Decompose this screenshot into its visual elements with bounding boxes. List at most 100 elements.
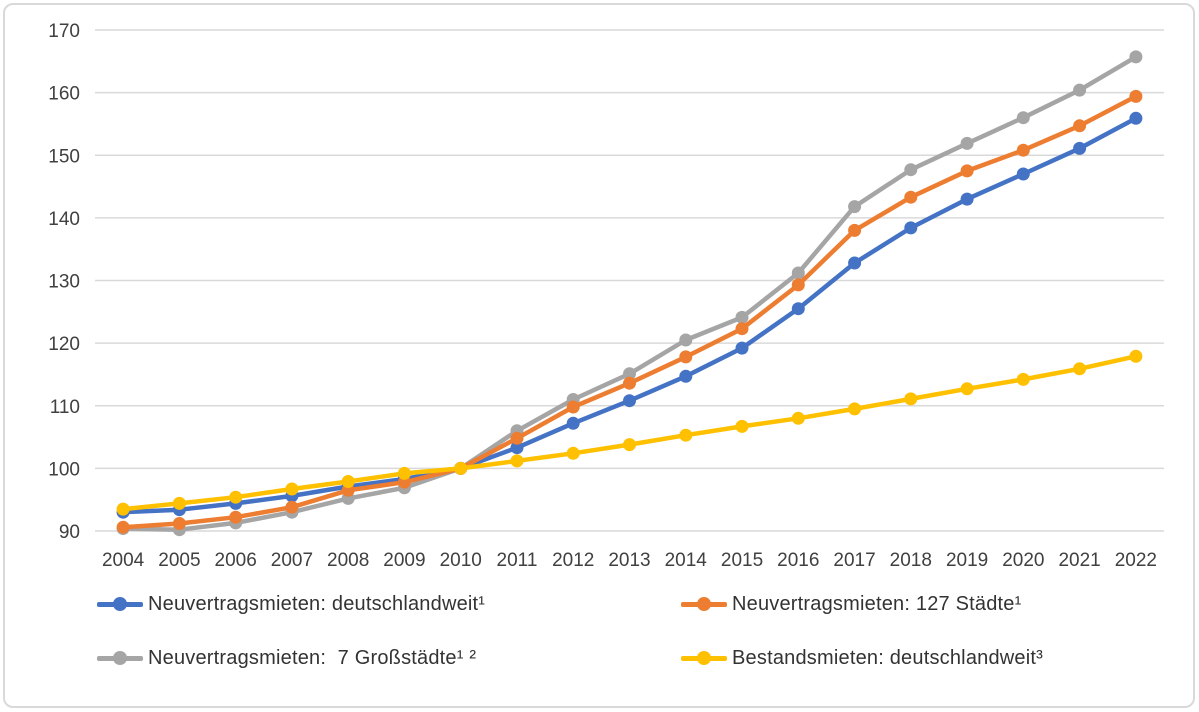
y-axis-tick-label: 160 <box>48 84 80 105</box>
y-axis-tick-label: 150 <box>48 146 80 167</box>
series-0-point-2020 <box>1016 167 1030 181</box>
series-0-point-2019 <box>960 192 974 206</box>
x-axis-tick-label: 2019 <box>946 550 988 571</box>
legend-dot-icon <box>697 597 711 611</box>
series-3-point-2005 <box>172 496 186 510</box>
series-3-point-2006 <box>229 490 243 504</box>
legend-label: Neuvertragsmieten: 7 Großstädte¹ ² <box>148 646 477 669</box>
series-3-point-2018 <box>904 392 918 406</box>
legend-label: Neuvertragsmieten: 127 Städte¹ <box>732 592 1022 615</box>
series-line-2 <box>120 54 1139 532</box>
legend-line-marker-orange <box>681 597 727 611</box>
series-1-point-2012 <box>566 400 580 414</box>
x-axis-tick-label: 2007 <box>271 550 313 571</box>
legend-dot-icon <box>697 651 711 665</box>
legend-item-neuvertragsmieten-7-grossstaedte: Neuvertragsmieten: 7 Großstädte¹ ² <box>97 639 681 677</box>
series-3-point-2016 <box>791 411 805 425</box>
x-axis-tick-label: 2017 <box>833 550 875 571</box>
x-axis-tick-label: 2010 <box>440 550 482 571</box>
series-3-point-2021 <box>1073 362 1087 376</box>
series-1-point-2005 <box>172 517 186 530</box>
x-axis-tick-label: 2006 <box>215 550 257 571</box>
series-2-point-2020 <box>1016 111 1030 125</box>
series-1-point-2004 <box>116 520 130 534</box>
series-3-point-2013 <box>623 438 636 452</box>
series-3-point-2011 <box>510 454 524 468</box>
series-1-point-2007 <box>285 500 299 514</box>
series-3-point-2022 <box>1129 349 1143 363</box>
series-1-point-2017 <box>848 223 862 237</box>
x-axis-tick-label: 2020 <box>1002 550 1044 571</box>
series-3-point-2014 <box>679 428 693 442</box>
x-axis-tick-label: 2005 <box>158 550 200 571</box>
x-axis-tick-label: 2013 <box>608 550 650 571</box>
series-1-point-2011 <box>510 431 524 445</box>
y-axis-tick-label: 170 <box>48 21 80 42</box>
legend: Neuvertragsmieten: deutschlandweit¹ Neuv… <box>97 585 1157 677</box>
series-1-point-2020 <box>1016 143 1030 157</box>
series-0-point-2012 <box>566 416 580 430</box>
series-0-point-2022 <box>1129 111 1143 125</box>
series-2-point-2018 <box>904 163 918 177</box>
legend-label: Neuvertragsmieten: deutschlandweit¹ <box>148 592 486 615</box>
y-axis-tick-label: 130 <box>48 272 80 293</box>
series-1-point-2013 <box>623 376 636 390</box>
series-1-point-2016 <box>791 278 805 292</box>
legend-label: Bestandsmieten: deutschlandweit³ <box>732 646 1044 669</box>
series-3-point-2004 <box>116 502 130 516</box>
series-0-point-2016 <box>791 302 805 316</box>
series-0-point-2021 <box>1073 141 1087 155</box>
series-1-point-2022 <box>1129 89 1143 103</box>
y-axis-tick-label: 120 <box>48 334 80 355</box>
legend-item-bestandsmieten-deutschlandweit: Bestandsmieten: deutschlandweit³ <box>681 639 1157 677</box>
series-2-point-2022 <box>1129 50 1143 64</box>
series-3-point-2010 <box>454 461 468 475</box>
series-3-point-2009 <box>397 466 411 480</box>
series-2-point-2017 <box>848 200 862 214</box>
x-axis-tick-label: 2021 <box>1058 550 1100 571</box>
x-axis-tick-label: 2016 <box>777 550 819 571</box>
x-axis-tick-label: 2012 <box>552 550 594 571</box>
series-2-point-2019 <box>960 136 974 150</box>
series-2-point-2016 <box>791 266 805 280</box>
legend-line-marker-gray <box>97 651 143 665</box>
series-0-point-2017 <box>848 256 862 270</box>
x-axis-tick-label: 2009 <box>383 550 425 571</box>
legend-item-neuvertragsmieten-deutschlandweit: Neuvertragsmieten: deutschlandweit¹ <box>97 585 681 623</box>
series-line-0 <box>120 116 1139 515</box>
y-axis-tick-label: 140 <box>48 209 80 230</box>
series-3-point-2020 <box>1016 372 1030 386</box>
series-3-point-2007 <box>285 482 299 496</box>
series-1-point-2015 <box>735 322 749 336</box>
x-axis-tick-label: 2011 <box>497 550 538 571</box>
legend-line-marker-blue <box>97 597 143 611</box>
series-3-point-2015 <box>735 419 749 433</box>
series-0-point-2011 <box>510 441 524 455</box>
series-0-point-2013 <box>623 394 636 408</box>
y-axis-tick-label: 90 <box>59 522 80 543</box>
x-axis-tick-label: 2022 <box>1115 550 1157 571</box>
series-line-1 <box>120 94 1139 530</box>
x-axis-tick-label: 2014 <box>665 550 708 571</box>
x-axis-tick-label: 2018 <box>890 550 932 571</box>
series-0-point-2018 <box>904 221 918 235</box>
series-2-point-2013 <box>623 367 636 381</box>
x-axis-tick-label: 2008 <box>327 550 369 571</box>
series-0-point-2015 <box>735 341 749 355</box>
y-axis-tick-label: 100 <box>48 459 80 480</box>
series-3-point-2019 <box>960 382 974 396</box>
series-1-point-2019 <box>960 164 974 178</box>
y-axis-tick-label: 110 <box>50 397 80 418</box>
series-1-point-2014 <box>679 350 693 364</box>
series-0-point-2014 <box>679 369 693 383</box>
series-2-point-2015 <box>735 310 749 324</box>
legend-dot-icon <box>113 597 127 611</box>
series-3-point-2017 <box>848 402 862 416</box>
series-2-point-2021 <box>1073 83 1087 97</box>
legend-item-neuvertragsmieten-127-staedte: Neuvertragsmieten: 127 Städte¹ <box>681 585 1157 623</box>
series-2-point-2014 <box>679 333 693 347</box>
legend-dot-icon <box>113 651 127 665</box>
series-1-point-2006 <box>229 510 243 524</box>
